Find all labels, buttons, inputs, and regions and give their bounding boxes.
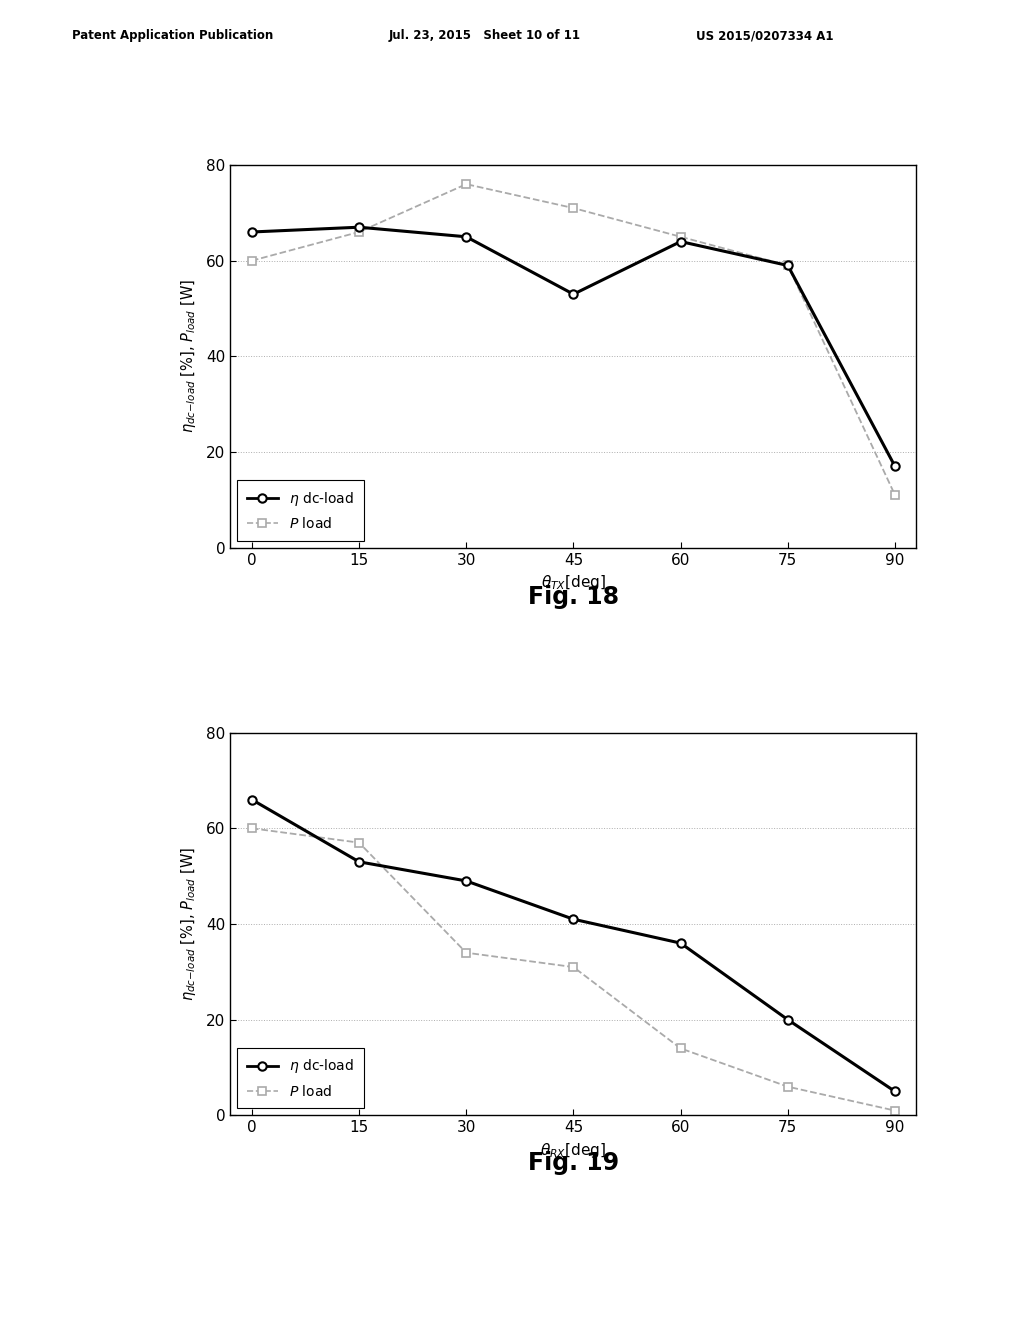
Text: Patent Application Publication: Patent Application Publication [72,29,273,42]
Legend: $\eta$ dc-load, $P$ load: $\eta$ dc-load, $P$ load [238,480,364,541]
X-axis label: $\theta_{TX}$[deg]: $\theta_{TX}$[deg] [541,573,606,593]
Text: Fig. 19: Fig. 19 [528,1151,618,1175]
Text: Jul. 23, 2015   Sheet 10 of 11: Jul. 23, 2015 Sheet 10 of 11 [389,29,582,42]
X-axis label: $\theta_{RX}$[deg]: $\theta_{RX}$[deg] [541,1140,606,1160]
Text: US 2015/0207334 A1: US 2015/0207334 A1 [696,29,834,42]
Text: Fig. 18: Fig. 18 [528,585,618,609]
Y-axis label: $\eta_{dc\mathregular{-}load}$ [%], $P_{load}$ [W]: $\eta_{dc\mathregular{-}load}$ [%], $P_{… [179,847,198,1001]
Y-axis label: $\eta_{dc\mathregular{-}load}$ [%], $P_{load}$ [W]: $\eta_{dc\mathregular{-}load}$ [%], $P_{… [179,280,198,433]
Legend: $\eta$ dc-load, $P$ load: $\eta$ dc-load, $P$ load [238,1048,364,1109]
